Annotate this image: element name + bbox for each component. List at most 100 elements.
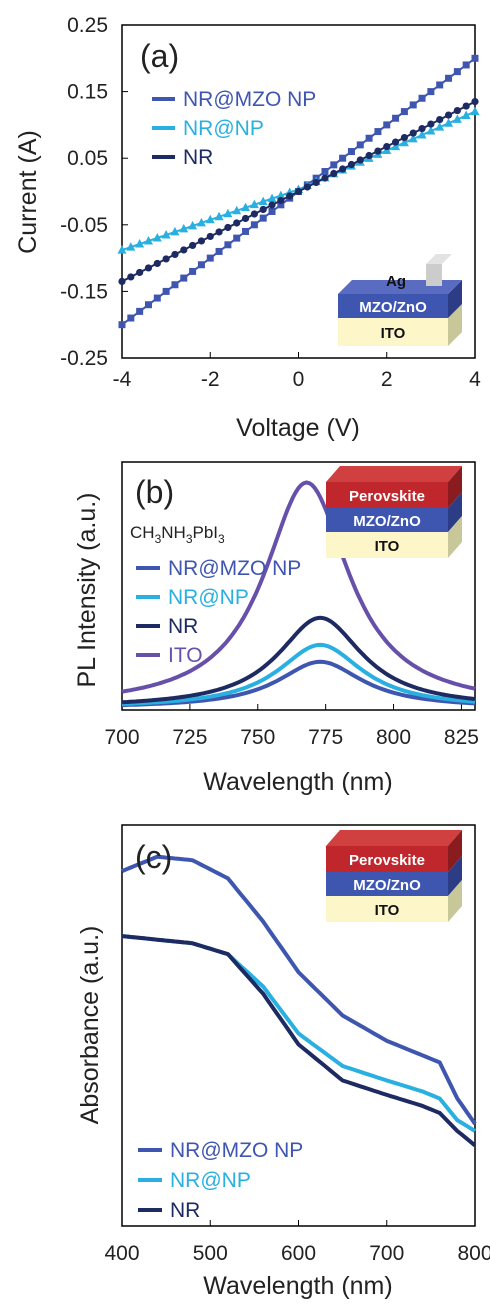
marker-nr-mzo-np xyxy=(162,287,170,295)
panel-a-ylabel: Current (A) xyxy=(14,130,42,254)
marker-nr xyxy=(356,156,364,164)
marker-nr xyxy=(286,192,294,200)
marker-nr-np xyxy=(117,245,127,254)
marker-nr-mzo-np xyxy=(189,267,197,275)
marker-nr-mzo-np xyxy=(224,241,232,249)
marker-nr xyxy=(233,219,241,227)
panel-a-label: (a) xyxy=(140,38,179,74)
marker-nr-np xyxy=(391,141,401,151)
marker-nr-mzo-np xyxy=(453,68,461,76)
panel-c: 400 500 600 700 800 (c) Wavelength (nm) Abso… xyxy=(76,824,490,1300)
marker-nr-np xyxy=(258,196,268,206)
marker-nr-np xyxy=(179,223,189,233)
marker-nr xyxy=(180,246,188,254)
marker-nr-mzo-np xyxy=(233,234,241,242)
panel-c-device-inset: Perovskite MZO/ZnO ITO xyxy=(326,830,462,922)
panel-a-legend: NR@MZO NP NR@NP NR xyxy=(152,88,316,169)
inset-perovskite-layer xyxy=(326,482,448,508)
marker-nr-np xyxy=(214,211,224,221)
marker-nr xyxy=(224,223,232,232)
legend-label-nr-np: NR@NP xyxy=(183,117,264,140)
marker-nr xyxy=(303,183,311,191)
marker-nr xyxy=(162,255,170,263)
x-tick-label: 800 xyxy=(457,1242,490,1265)
marker-nr-np xyxy=(399,137,409,147)
legend-label-nr: NR xyxy=(168,615,198,638)
marker-nr-mzo-np xyxy=(136,307,144,315)
series-line-nr xyxy=(121,615,476,705)
marker-nr-np xyxy=(205,214,215,224)
marker-nr-np xyxy=(417,129,427,139)
inset-mzo-layer xyxy=(326,872,448,896)
inset-mzo-layer xyxy=(338,294,448,318)
marker-nr-np xyxy=(408,133,418,143)
marker-nr-mzo-np xyxy=(153,294,161,302)
x-tick-label: 800 xyxy=(376,726,411,749)
marker-nr xyxy=(418,124,426,133)
marker-nr xyxy=(136,268,144,277)
marker-nr-mzo-np xyxy=(436,81,444,89)
marker-nr xyxy=(171,250,179,259)
panel-c-ylabel: Absorbance (a.u.) xyxy=(76,926,104,1125)
x-tick-label: 700 xyxy=(369,1242,404,1265)
inset-mzo-side xyxy=(448,492,462,532)
panel-c-legend: NR@MZO NP NR@NP NR xyxy=(138,1139,303,1222)
x-tick-label: 400 xyxy=(104,1242,139,1265)
inset-ito-label: ITO xyxy=(375,538,400,555)
marker-nr-mzo-np xyxy=(250,221,258,229)
marker-nr-np xyxy=(452,114,462,123)
inset-mzo-label: MZO/ZnO xyxy=(353,513,421,530)
marker-nr xyxy=(436,115,444,124)
inset-perovskite-top xyxy=(326,830,462,846)
inset-ito-label: ITO xyxy=(375,902,400,919)
inset-ito-layer xyxy=(338,304,462,346)
marker-nr-mzo-np xyxy=(171,281,179,289)
legend-label-nr-mzo-np: NR@MZO NP xyxy=(170,1139,303,1162)
series-line-nr xyxy=(121,934,477,1148)
marker-nr xyxy=(189,241,197,250)
marker-nr xyxy=(241,214,250,223)
inset-ito-side xyxy=(448,880,462,922)
marker-nr-mzo-np xyxy=(374,128,382,136)
legend-label-nr-mzo-np: NR@MZO NP xyxy=(168,557,301,580)
marker-nr-mzo-np xyxy=(409,101,417,109)
marker-nr xyxy=(391,138,400,146)
x-tick-label: 2 xyxy=(381,368,393,391)
marker-nr-mzo-np xyxy=(259,214,267,222)
marker-nr-mzo-np xyxy=(400,108,408,116)
marker-nr-np xyxy=(161,229,171,239)
series-line-nr-np xyxy=(121,934,477,1133)
marker-nr xyxy=(144,264,153,272)
marker-nr xyxy=(206,232,214,241)
inset-ito-side xyxy=(448,516,462,558)
inset-perovskite-top xyxy=(326,466,462,482)
marker-nr xyxy=(365,151,373,160)
marker-nr xyxy=(427,120,435,128)
legend-label-nr-mzo-np: NR@MZO NP xyxy=(183,88,316,111)
legend-label-ito: ITO xyxy=(168,644,203,667)
marker-nr-mzo-np xyxy=(462,61,470,69)
panel-b: 700 725 750 775 800 825 (b) Wavelength (nm) P… xyxy=(73,461,479,796)
marker-nr xyxy=(471,97,479,106)
marker-nr-mzo-np xyxy=(118,321,126,329)
marker-nr-mzo-np xyxy=(215,247,223,255)
marker-nr-np xyxy=(232,205,242,215)
marker-nr-np xyxy=(126,242,136,251)
marker-nr-np xyxy=(267,193,277,203)
marker-nr-np xyxy=(444,118,454,127)
inset-ag-contact-top xyxy=(426,254,452,264)
marker-nr xyxy=(197,237,206,245)
inset-mzo-label: MZO/ZnO xyxy=(359,299,427,316)
marker-nr-mzo-np xyxy=(347,148,355,156)
marker-nr xyxy=(294,187,303,196)
y-tick-label: 0.15 xyxy=(67,81,108,104)
marker-nr-mzo-np xyxy=(206,254,214,262)
marker-nr xyxy=(400,133,408,142)
x-tick-label: 0 xyxy=(293,368,305,391)
marker-nr-np xyxy=(152,232,162,242)
series-line-nr-mzo-np xyxy=(121,659,476,708)
marker-nr-mzo-np xyxy=(321,168,329,176)
inset-mzo-layer xyxy=(326,508,448,532)
panel-b-legend: NR@MZO NP NR@NP NR ITO xyxy=(136,557,301,667)
panel-b-label: (b) xyxy=(135,474,174,510)
